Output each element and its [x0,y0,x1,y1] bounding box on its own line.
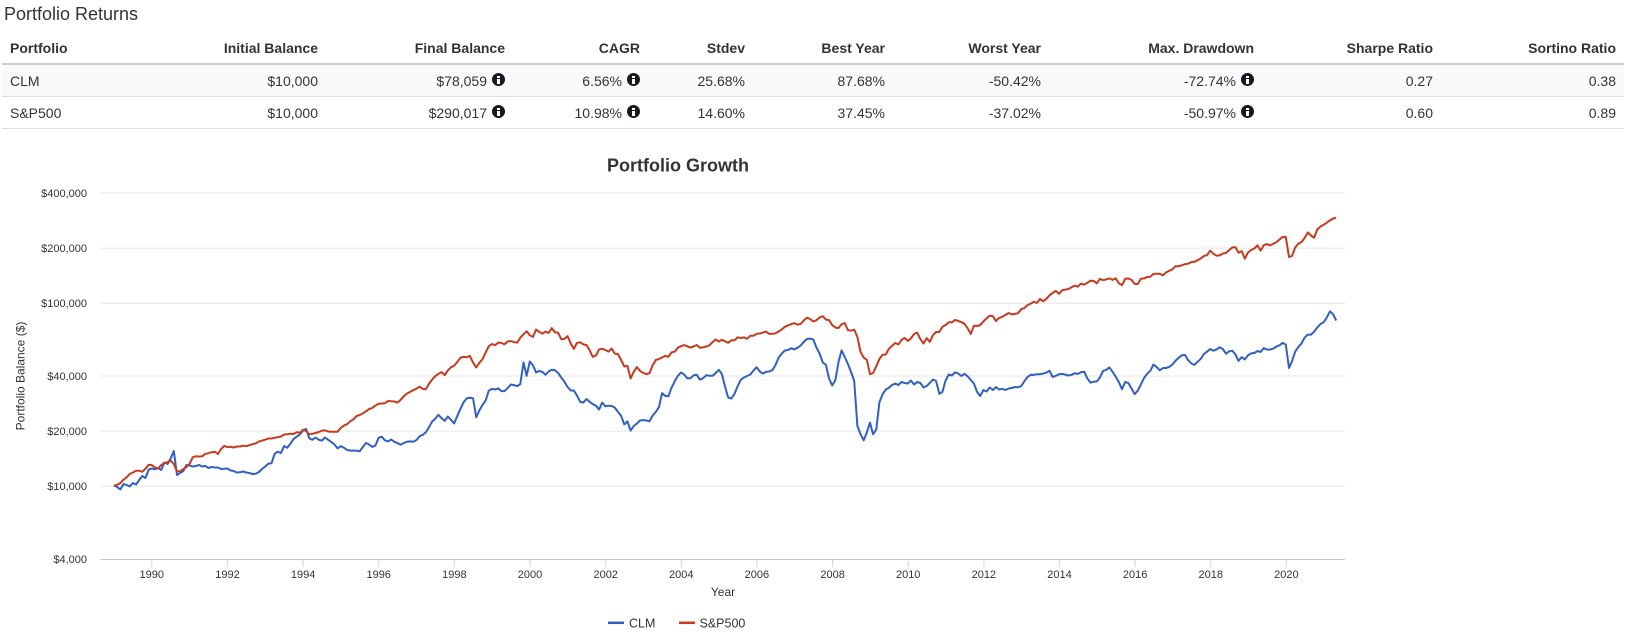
svg-text:2000: 2000 [518,569,542,581]
svg-text:$4,000: $4,000 [53,554,87,566]
svg-text:1990: 1990 [140,569,164,581]
svg-text:1994: 1994 [291,569,315,581]
svg-text:$400,000: $400,000 [41,188,87,200]
svg-text:2004: 2004 [669,569,693,581]
svg-text:$10,000: $10,000 [47,481,87,493]
svg-text:$100,000: $100,000 [41,298,87,310]
svg-text:Year: Year [711,585,735,599]
svg-text:2006: 2006 [745,569,769,581]
svg-text:2008: 2008 [820,569,844,581]
svg-text:2020: 2020 [1274,569,1298,581]
svg-text:$20,000: $20,000 [47,426,87,438]
svg-text:2018: 2018 [1199,569,1223,581]
svg-text:$200,000: $200,000 [41,243,87,255]
svg-text:2012: 2012 [972,569,996,581]
svg-text:2010: 2010 [896,569,920,581]
svg-text:1996: 1996 [366,569,390,581]
svg-text:2016: 2016 [1123,569,1147,581]
svg-text:Portfolio Balance ($): Portfolio Balance ($) [14,322,28,431]
svg-text:1998: 1998 [442,569,466,581]
svg-text:1992: 1992 [215,569,239,581]
svg-text:CLM: CLM [629,617,655,631]
svg-text:S&P500: S&P500 [700,617,746,631]
svg-text:Portfolio Growth: Portfolio Growth [607,156,749,176]
svg-text:$40,000: $40,000 [47,371,87,383]
svg-text:2002: 2002 [593,569,617,581]
svg-text:2014: 2014 [1047,569,1071,581]
